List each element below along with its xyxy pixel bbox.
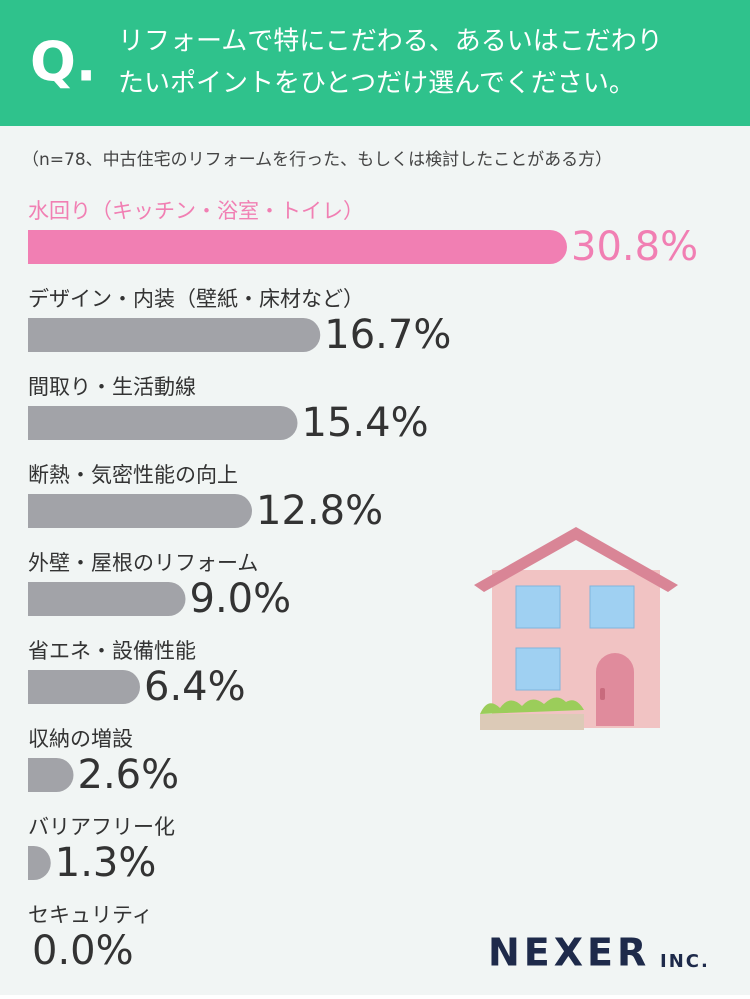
bar <box>28 670 140 704</box>
value-label: 9.0% <box>190 576 292 622</box>
title-line: リフォームで特にこだわる、あるいはこだわり <box>118 27 663 57</box>
bar <box>28 582 186 616</box>
logo-suffix: INC. <box>660 951 710 972</box>
bar <box>28 230 567 264</box>
value-label: 30.8% <box>571 224 698 270</box>
house-illustration <box>474 527 678 730</box>
logo: NEXER <box>488 931 650 975</box>
category-label: 収納の増設 <box>28 727 133 751</box>
bar <box>28 494 252 528</box>
value-label: 1.3% <box>55 840 157 886</box>
category-label: バリアフリー化 <box>28 815 175 839</box>
bar <box>28 758 74 792</box>
category-label: 省エネ・設備性能 <box>28 639 196 663</box>
value-label: 16.7% <box>324 312 451 358</box>
value-label: 6.4% <box>144 664 246 710</box>
header <box>0 0 750 126</box>
subtitle: （n=78、中古住宅のリフォームを行った、もしくは検討したことがある方） <box>22 150 612 170</box>
bar <box>28 318 321 352</box>
value-label: 12.8% <box>256 488 383 534</box>
q-label: Q. <box>30 31 96 94</box>
value-label: 2.6% <box>78 752 180 798</box>
value-label: 0.0% <box>32 928 134 974</box>
category-label: 間取り・生活動線 <box>28 375 196 399</box>
bar <box>28 406 298 440</box>
title-line: たいポイントをひとつだけ選んでください。 <box>118 69 635 99</box>
category-label: デザイン・内装（壁紙・床材など） <box>28 287 364 311</box>
category-label: 断熱・気密性能の向上 <box>28 463 238 487</box>
category-label: セキュリティ <box>28 903 153 927</box>
value-label: 15.4% <box>302 400 429 446</box>
category-label: 水回り（キッチン・浴室・トイレ） <box>28 199 364 223</box>
bar <box>28 846 51 880</box>
category-label: 外壁・屋根のリフォーム <box>28 551 258 575</box>
